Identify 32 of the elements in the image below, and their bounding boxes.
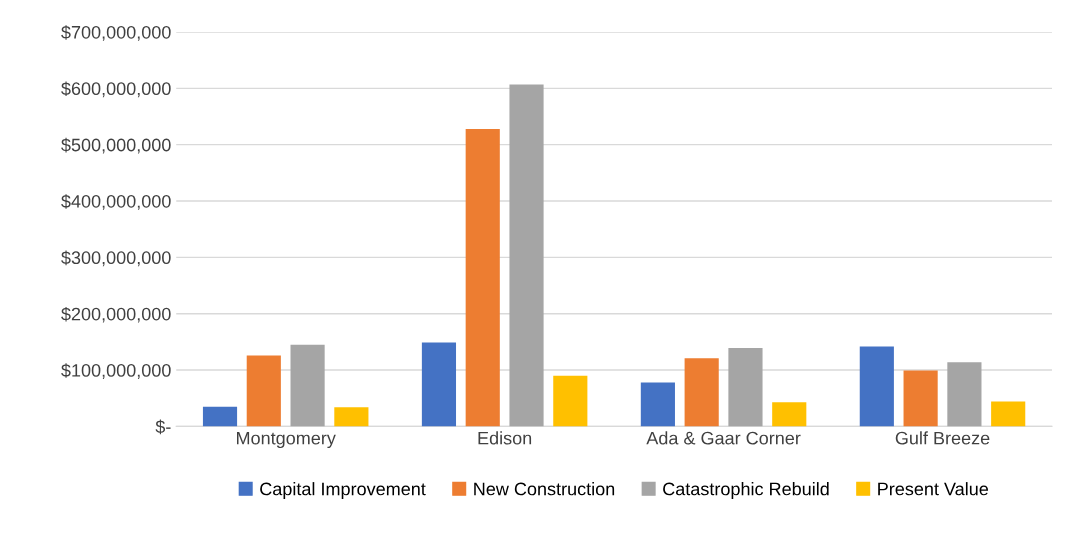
x-tick-label: Ada & Gaar Corner: [646, 431, 801, 445]
bar: [903, 370, 938, 427]
bar: [421, 342, 457, 427]
bar: [553, 375, 588, 427]
bar: [728, 348, 763, 427]
bar: [859, 346, 894, 427]
bar: [334, 407, 369, 427]
y-tick-label: $500,000,000: [61, 137, 171, 154]
bar: [772, 402, 807, 427]
y-tick-label: $600,000,000: [61, 81, 171, 98]
legend-label: Present Value: [878, 482, 989, 496]
y-tick-label: $700,000,000: [61, 25, 171, 41]
bar: [947, 362, 982, 427]
y-tick-label: $200,000,000: [61, 306, 171, 323]
legend-label: Catastrophic Rebuild: [663, 482, 829, 499]
y-tick-label: $300,000,000: [61, 250, 171, 267]
bar: [640, 382, 675, 427]
bar: [290, 344, 325, 427]
bar: [202, 406, 238, 427]
legend-label: New Construction: [474, 482, 615, 496]
bar: [246, 355, 281, 427]
y-tick-label: $100,000,000: [61, 363, 171, 379]
y-tick-label: $400,000,000: [61, 194, 171, 210]
bar: [684, 358, 719, 427]
y-tick-label: $-: [155, 419, 171, 435]
x-tick-label: Montgomery: [237, 431, 336, 449]
x-tick-label: Edison: [478, 431, 532, 445]
x-tick-label: Gulf Breeze: [895, 431, 990, 445]
bar: [991, 401, 1026, 427]
bar: [465, 128, 500, 427]
bar: [509, 84, 544, 427]
legend-label: Capital Improvement: [260, 482, 426, 499]
